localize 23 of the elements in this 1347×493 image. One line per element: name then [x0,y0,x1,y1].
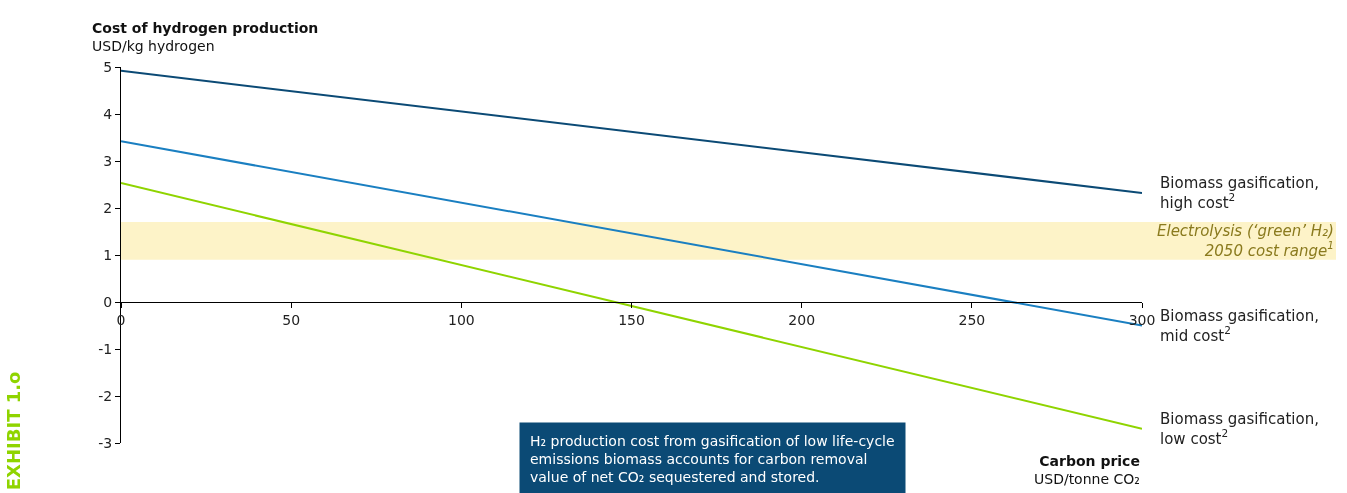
y-tick-label: 0 [103,293,113,310]
x-tick-label: 100 [447,311,475,328]
series-label: Biomass gasification, low cost$^{2}$ [1160,410,1319,448]
annotation: H₂ production cost from gasification of low life-cycle emissions biomass accounts for carbon removal value of net CO₂ sequestered and stored. [530,433,895,486]
y-axis-title: Cost of hydrogen production USD/kg hydrogen [92,20,319,55]
band-label: Electrolysis (‘green’ H₂) 2050 cost range$^{1}$ [1157,222,1334,260]
y-tick-label: -2 [98,387,113,404]
y-tick-label: 2 [103,199,113,216]
x-tick-label: 300 [1128,311,1156,328]
x-tick-label: 50 [282,311,301,328]
series-label: Biomass gasification, high cost$^{2}$ [1160,174,1319,212]
x-axis-title: Carbon price USD/tonne CO₂ [1034,453,1140,488]
y-tick-label: -3 [98,434,113,451]
x-tick-label: 200 [788,311,816,328]
y-tick-label: 5 [103,58,113,75]
text: EXHIBIT 1.o [3,371,25,491]
x-tick-label: 150 [618,311,645,328]
y-tick-label: 3 [103,152,113,169]
y-tick-label: 4 [103,105,113,122]
series-label: Biomass gasification, mid cost$^{2}$ [1160,307,1319,345]
x-tick-label: 250 [958,311,986,328]
y-tick-label: -1 [98,340,113,357]
y-tick-label: 1 [103,246,113,263]
